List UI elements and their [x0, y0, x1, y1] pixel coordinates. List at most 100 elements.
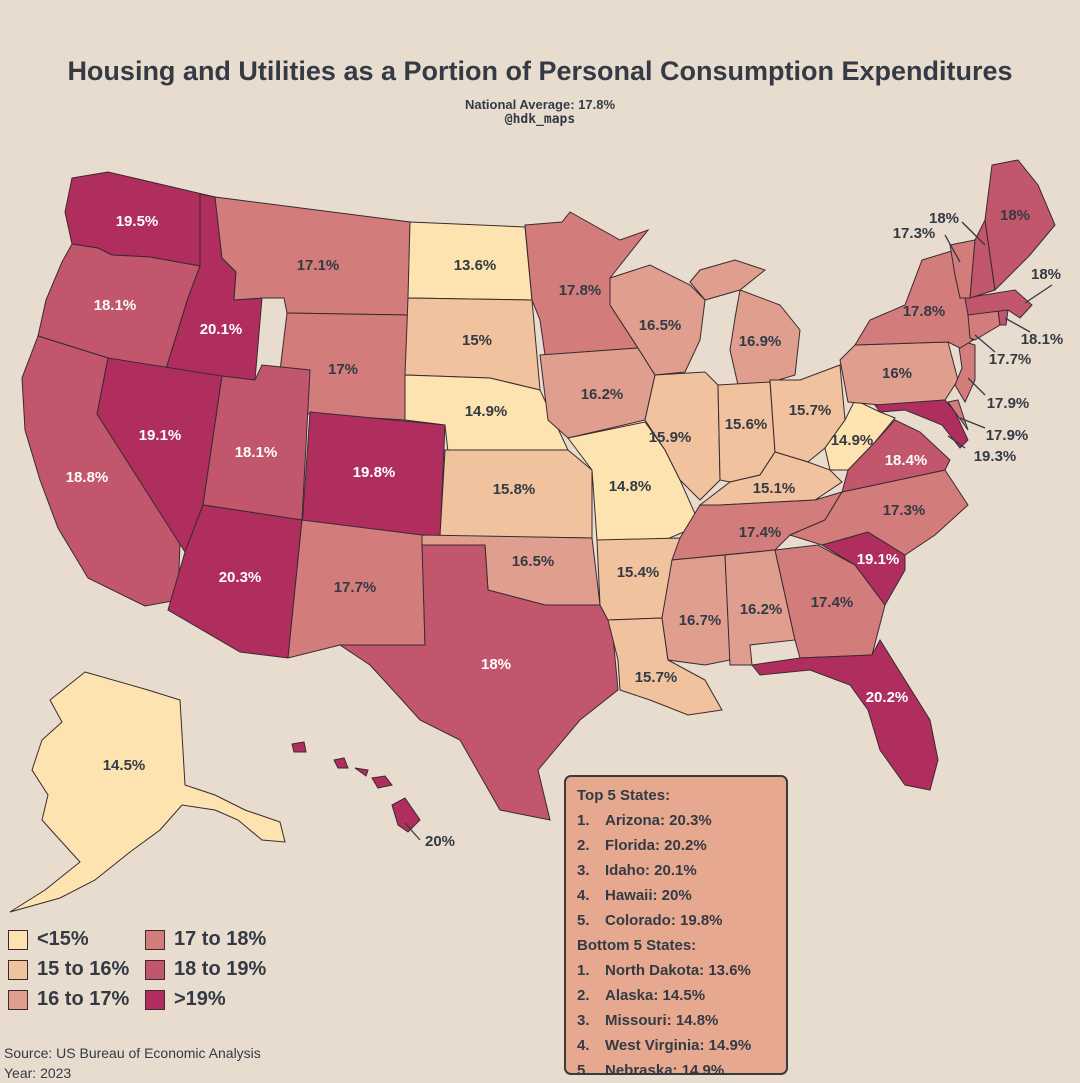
leader-lines: [404, 221, 1053, 841]
rank-text: Hawaii: 20%: [605, 887, 692, 904]
label-co: 19.8%: [353, 464, 396, 481]
national-average: National Average: 17.8%: [464, 97, 616, 112]
label-nh: 18%: [929, 210, 959, 227]
rank-text: Nebraska: 14.9%: [605, 1062, 725, 1079]
rank-text: Alaska: 14.5%: [605, 987, 706, 1004]
state-wisconsin: [609, 264, 706, 376]
rank-number: 4.: [577, 1037, 590, 1054]
label-az: 20.3%: [219, 569, 262, 586]
state-maine: [984, 159, 1056, 292]
label-or: 18.1%: [94, 297, 137, 314]
rank-text: Idaho: 20.1%: [605, 862, 697, 879]
legend-label: 16 to 17%: [37, 988, 130, 1010]
rank-row: 5. Colorado: 19.8%: [577, 908, 786, 933]
state-massachusetts: [964, 289, 1033, 319]
state-georgia: [774, 544, 886, 659]
rank-number: 4.: [577, 887, 590, 904]
label-nc: 17.3%: [883, 502, 926, 519]
label-il: 15.9%: [649, 429, 692, 446]
state-illinois: [644, 371, 721, 501]
legend-swatch: [8, 989, 28, 1010]
legend-item: <15%: [8, 928, 89, 951]
label-me: 18%: [1000, 207, 1030, 224]
rank-number: 2.: [577, 837, 590, 854]
label-oh: 15.7%: [789, 402, 832, 419]
rank-number: 3.: [577, 1012, 590, 1029]
state-mississippi: [661, 554, 731, 666]
legend-swatch: [8, 929, 28, 950]
state-hawaii: [291, 741, 421, 833]
label-de: 17.9%: [986, 427, 1029, 444]
rank-number: 5.: [577, 1062, 590, 1079]
state-labels: 19.5% 18.1% 18.8% 20.1% 19.1% 17.1% 17% …: [66, 207, 1064, 850]
year-text: Year: 2023: [4, 1065, 72, 1081]
label-al: 16.2%: [740, 601, 783, 618]
label-ne: 14.9%: [465, 403, 508, 420]
rank-row: 4. Hawaii: 20%: [577, 883, 786, 908]
rank-number: 1.: [577, 962, 590, 979]
label-pa: 16%: [882, 365, 912, 382]
label-nm: 17.7%: [334, 579, 377, 596]
label-ca: 18.8%: [66, 469, 109, 486]
label-tx: 18%: [481, 656, 511, 673]
legend-label: 17 to 18%: [174, 928, 267, 950]
state-kansas: [439, 449, 593, 539]
state-rhode-island: [997, 309, 1009, 326]
rank-number: 5.: [577, 912, 590, 929]
state-north-carolina: [788, 469, 969, 556]
label-ks: 15.8%: [493, 481, 536, 498]
label-sc: 19.1%: [857, 551, 900, 568]
state-delaware: [947, 399, 969, 431]
legend-label: 18 to 19%: [174, 958, 267, 980]
label-ms: 16.7%: [679, 612, 722, 629]
label-ma: 18%: [1031, 266, 1061, 283]
state-west-virginia: [824, 399, 896, 471]
label-md: 19.3%: [974, 448, 1017, 465]
label-ky: 15.1%: [753, 480, 796, 497]
legend-item: 16 to 17%: [8, 988, 129, 1011]
rank-text: Florida: 20.2%: [605, 837, 707, 854]
label-va: 18.4%: [885, 452, 928, 469]
label-vt: 17.3%: [893, 225, 936, 242]
label-ny: 17.8%: [903, 303, 946, 320]
state-michigan: [689, 259, 801, 386]
label-la: 15.7%: [635, 669, 678, 686]
rank-number: 3.: [577, 862, 590, 879]
label-mo: 14.8%: [609, 478, 652, 495]
legend-item: >19%: [145, 988, 226, 1011]
label-hi: 20%: [425, 833, 455, 850]
rank-row: 1. Arizona: 20.3%: [577, 808, 786, 833]
rank-row: 5. Nebraska: 14.9%: [577, 1058, 786, 1083]
label-sd: 15%: [462, 332, 492, 349]
label-tn: 17.4%: [739, 524, 782, 541]
rank-text: Colorado: 19.8%: [605, 912, 723, 929]
legend-label: <15%: [37, 928, 89, 950]
label-wy: 17%: [328, 361, 358, 378]
label-fl: 20.2%: [866, 689, 909, 706]
label-mt: 17.1%: [297, 257, 340, 274]
label-in: 15.6%: [725, 416, 768, 433]
state-new-jersey: [954, 339, 976, 404]
legend-item: 15 to 16%: [8, 958, 129, 981]
label-ak: 14.5%: [103, 757, 146, 774]
legend-swatch: [145, 989, 165, 1010]
top5-heading: Top 5 States:: [577, 787, 671, 804]
rank-row: 4. West Virginia: 14.9%: [577, 1033, 786, 1058]
bottom5-heading: Bottom 5 States:: [577, 937, 697, 954]
state-texas: [338, 544, 619, 821]
label-nv: 19.1%: [139, 427, 182, 444]
rankings-box: Top 5 States: 1. Arizona: 20.3% 2. Florida…: [564, 775, 788, 1079]
label-mi: 16.9%: [739, 333, 782, 350]
rank-row: 3. Idaho: 20.1%: [577, 858, 786, 883]
label-ct: 17.7%: [989, 351, 1032, 368]
rank-number: 1.: [577, 812, 590, 829]
legend-item: 17 to 18%: [145, 928, 266, 951]
legend-swatch: [8, 959, 28, 980]
author-handle: @hdk_maps: [504, 112, 576, 127]
source-text: Source: US Bureau of Economic Analysis: [4, 1045, 261, 1061]
label-wa: 19.5%: [116, 213, 159, 230]
map-title: Housing and Utilities as a Portion of Pe…: [67, 56, 1013, 86]
label-wv: 14.9%: [831, 432, 874, 449]
legend-swatch: [145, 929, 165, 950]
rank-text: Missouri: 14.8%: [605, 1012, 719, 1029]
